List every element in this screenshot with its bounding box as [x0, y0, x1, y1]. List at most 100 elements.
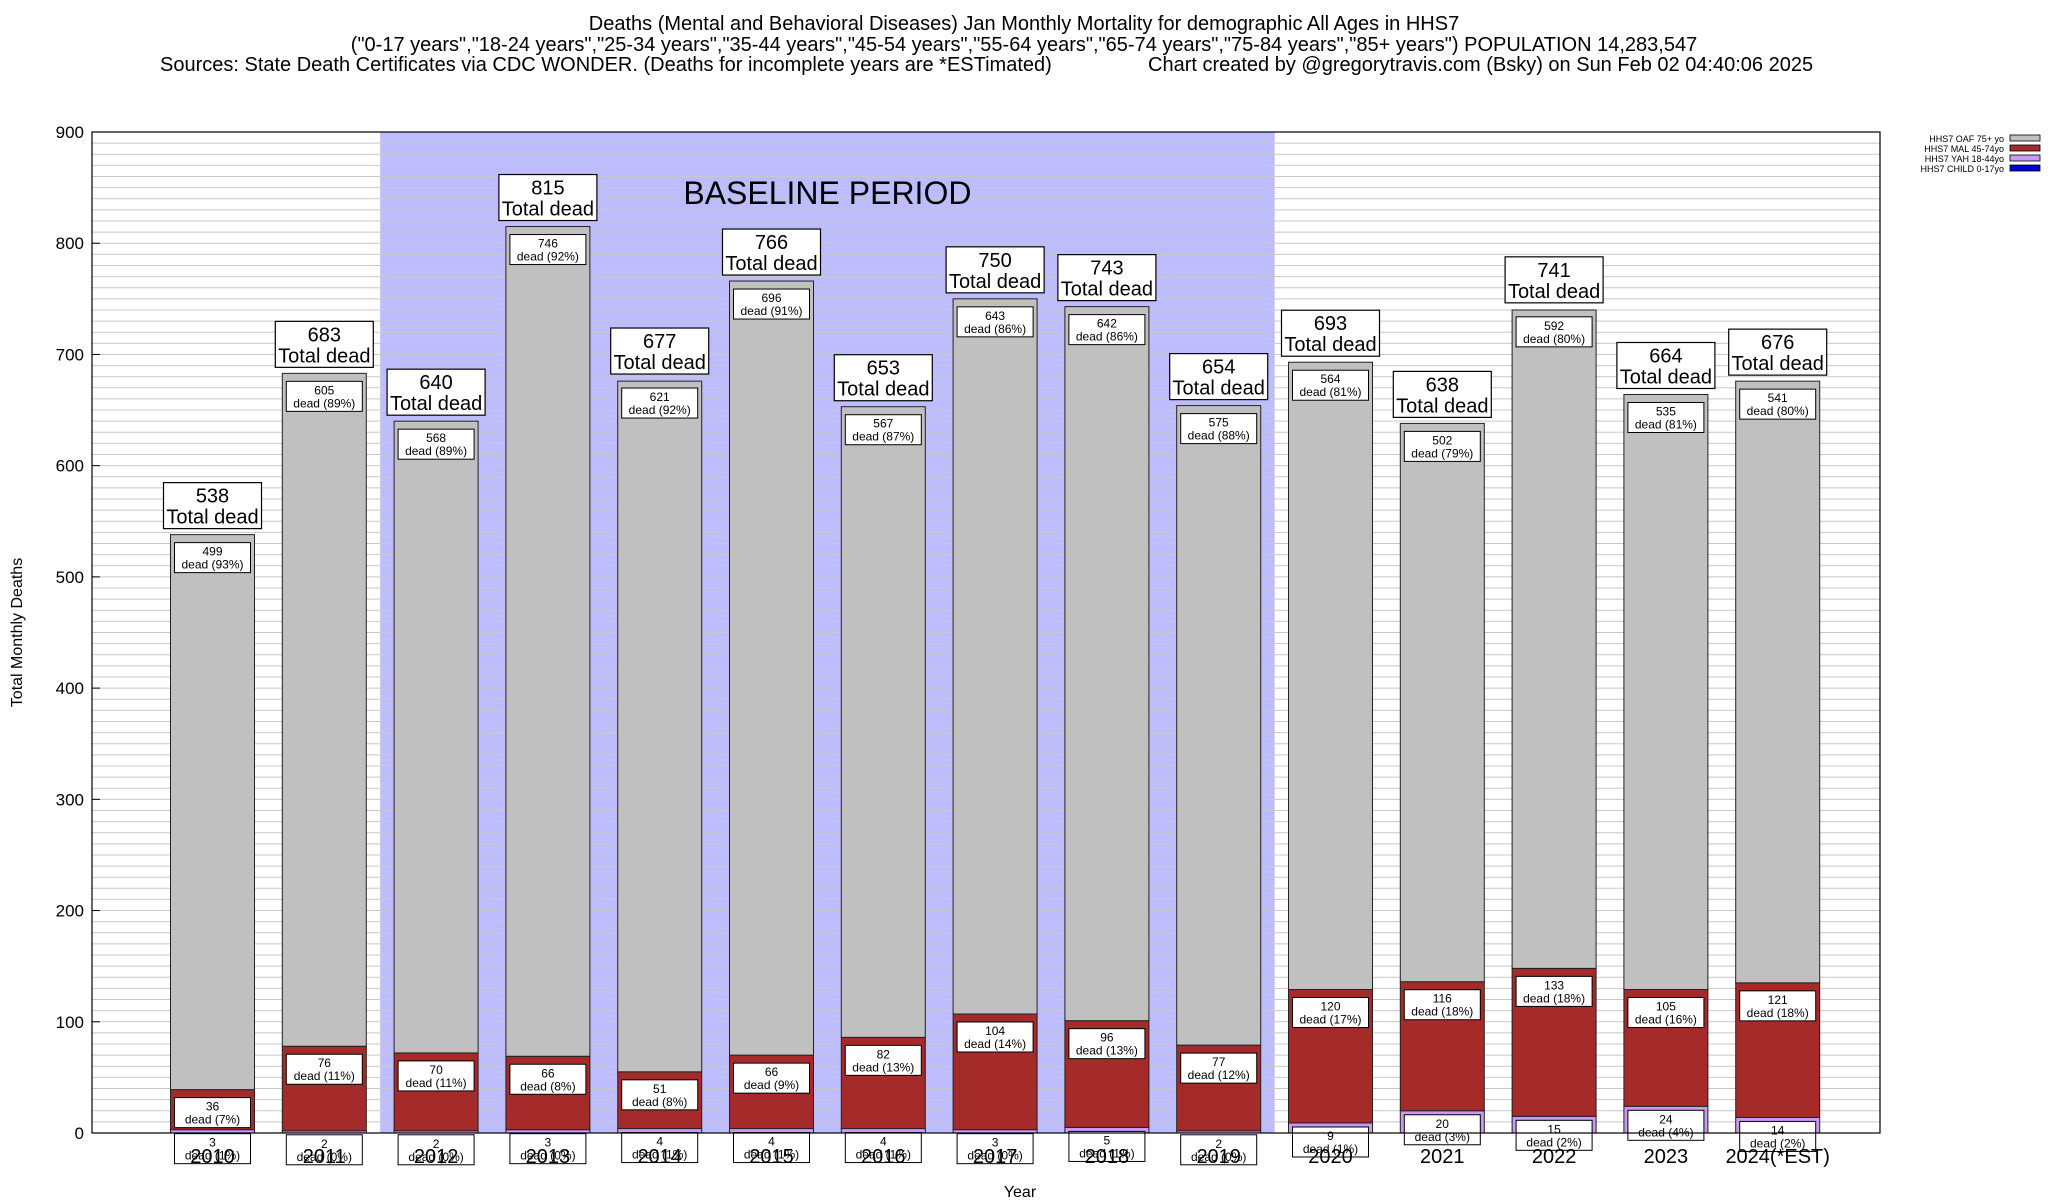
mal-label-box: [1292, 997, 1369, 1029]
bar-segment: [393, 420, 479, 1054]
mal-label-box: [956, 1021, 1034, 1053]
oaf-count-label: 696: [761, 291, 781, 305]
chart-subtitle: ("0-17 years","18-24 years","25-34 years…: [350, 34, 1698, 56]
yah-pct-label: dead (1%): [1303, 1142, 1358, 1156]
yah-pct-label: dead (0%): [520, 1149, 575, 1163]
total-label-box: [1169, 353, 1269, 401]
mal-count-label: 36: [206, 1100, 220, 1114]
total-label-box: [1057, 254, 1157, 302]
oaf-label-box: [733, 288, 810, 320]
x-tick-label: 2010: [190, 1146, 235, 1168]
total-label-box: [610, 327, 710, 375]
total-label-box: [498, 173, 598, 222]
total-text-label: Total dead: [1732, 353, 1824, 375]
y-tick-label: 300: [56, 790, 84, 809]
mal-count-label: 76: [318, 1056, 332, 1070]
yah-label-box: [956, 1133, 1034, 1165]
credit-note: Chart created by @gregorytravis.com (Bsk…: [1148, 54, 1814, 76]
yah-count-label: 24: [1659, 1112, 1673, 1126]
total-value-label: 683: [308, 324, 341, 346]
oaf-count-label: 592: [1544, 319, 1564, 333]
y-tick-label: 800: [56, 234, 84, 253]
yah-count-label: 4: [656, 1135, 663, 1149]
legend-label: HHS7 YAH 18-44yo: [1925, 154, 2004, 164]
oaf-label-box: [1292, 369, 1369, 401]
total-text-label: Total dead: [1061, 279, 1153, 301]
yah-label-box: [509, 1133, 587, 1165]
total-label-box: [1504, 256, 1604, 304]
yah-count-label: 2: [321, 1137, 328, 1151]
yah-pct-label: dead (0%): [967, 1149, 1022, 1163]
total-text-label: Total dead: [166, 507, 258, 529]
yah-label-box: [1068, 1130, 1146, 1162]
x-tick-label: 2014: [637, 1146, 682, 1168]
yah-pct-label: dead (1%): [1079, 1146, 1134, 1160]
total-value-label: 741: [1537, 260, 1570, 282]
legend-swatch: [2009, 134, 2041, 142]
x-tick-label: 2021: [1420, 1146, 1465, 1168]
oaf-label-box: [1515, 316, 1593, 348]
total-value-label: 750: [978, 250, 1011, 272]
y-tick-label: 200: [56, 902, 84, 921]
mal-label-box: [397, 1060, 475, 1092]
y-tick-label: 700: [56, 345, 84, 364]
total-value-label: 743: [1090, 258, 1123, 280]
yah-count-label: 15: [1547, 1122, 1561, 1136]
total-value-label: 676: [1761, 332, 1794, 354]
oaf-count-label: 541: [1768, 391, 1788, 405]
oaf-count-label: 568: [426, 431, 446, 445]
mal-pct-label: dead (18%): [1411, 1005, 1473, 1019]
mal-label-box: [1180, 1052, 1258, 1084]
yah-label-box: [397, 1134, 475, 1166]
total-label-box: [386, 368, 486, 416]
total-value-label: 766: [755, 232, 788, 254]
oaf-pct-label: dead (86%): [1076, 330, 1138, 344]
mal-label-box: [285, 1053, 363, 1085]
yah-pct-label: dead (1%): [856, 1148, 911, 1162]
oaf-count-label: 535: [1656, 404, 1676, 418]
bar-segment: [1176, 405, 1262, 1046]
yah-pct-label: dead (3%): [1415, 1130, 1470, 1144]
yah-pct-label: dead (4%): [1638, 1125, 1693, 1139]
mal-pct-label: dead (8%): [520, 1079, 575, 1093]
bar-segment: [729, 280, 814, 1056]
oaf-pct-label: dead (93%): [181, 558, 243, 572]
mal-label-box: [844, 1044, 922, 1076]
mal-pct-label: dead (16%): [1635, 1013, 1697, 1027]
legend-label: HHS7 MAL 45-74yo: [1924, 144, 2004, 154]
yah-pct-label: dead (2%): [1750, 1136, 1805, 1150]
mal-label-box: [733, 1062, 810, 1094]
yah-label-box: [174, 1133, 251, 1165]
yah-pct-label: dead (1%): [185, 1149, 240, 1163]
yah-count-label: 4: [880, 1135, 887, 1149]
y-tick-label: 0: [75, 1124, 84, 1143]
mal-pct-label: dead (11%): [294, 1069, 355, 1083]
oaf-pct-label: dead (88%): [1188, 429, 1250, 443]
x-tick-label: 2016: [861, 1146, 906, 1168]
mal-count-label: 121: [1768, 993, 1788, 1007]
oaf-label-box: [285, 380, 363, 412]
x-tick-label: 2015: [749, 1146, 794, 1168]
x-tick-label: 2023: [1644, 1146, 1689, 1168]
mal-label-box: [174, 1097, 251, 1129]
oaf-pct-label: dead (89%): [293, 396, 355, 410]
oaf-count-label: 499: [202, 545, 222, 559]
oaf-count-label: 746: [538, 237, 558, 251]
yah-pct-label: dead (0%): [297, 1150, 352, 1164]
x-tick-label: 2012: [414, 1146, 459, 1168]
x-tick-label: 2011: [303, 1146, 346, 1168]
y-tick-label: 500: [56, 568, 84, 587]
yah-count-label: 14: [1771, 1123, 1785, 1137]
total-text-label: Total dead: [502, 199, 594, 221]
total-text-label: Total dead: [1173, 378, 1265, 400]
mal-label-box: [509, 1063, 587, 1095]
total-text-label: Total dead: [1284, 334, 1376, 356]
total-label-box: [1616, 341, 1716, 390]
x-tick-label: 2022: [1532, 1146, 1577, 1168]
oaf-pct-label: dead (89%): [405, 444, 467, 458]
oaf-label-box: [509, 234, 587, 266]
oaf-count-label: 575: [1209, 416, 1229, 430]
y-axis-label: Total Monthly Deaths: [9, 558, 26, 707]
total-value-label: 653: [867, 358, 900, 380]
bar-segment: [505, 226, 591, 1057]
